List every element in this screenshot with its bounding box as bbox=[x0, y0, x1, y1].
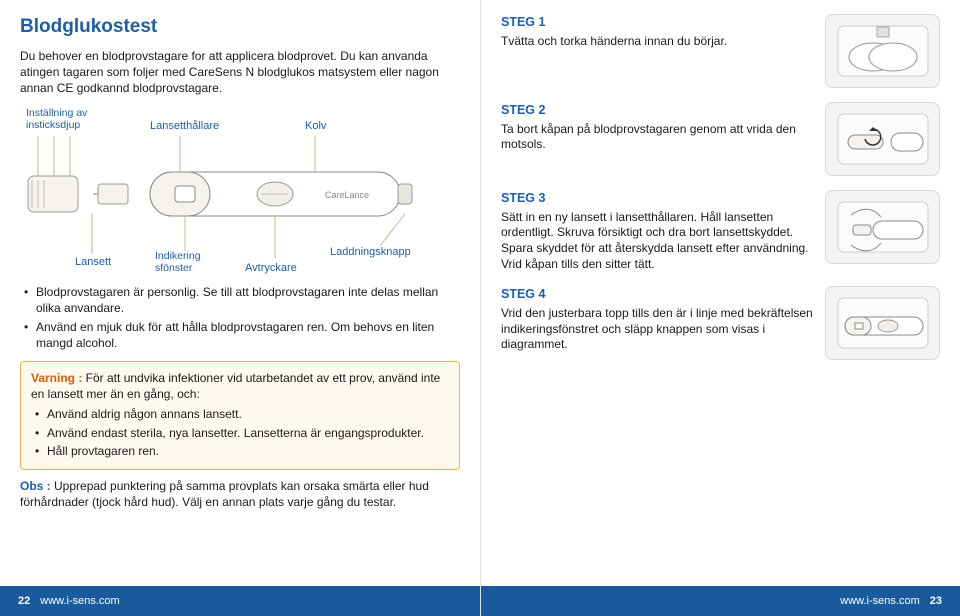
list-item: Använd aldrig någon annans lansett. bbox=[35, 406, 449, 422]
warning-box: Varning : För att undvika infektioner vi… bbox=[20, 361, 460, 470]
step-head: STEG 2 bbox=[501, 102, 815, 119]
obs-lead: Obs : bbox=[20, 479, 51, 493]
page-title: Blodglukostest bbox=[20, 14, 460, 40]
device-brand: CareLance bbox=[325, 190, 369, 200]
list-item: Blodprovstagaren är personlig. Se till a… bbox=[24, 284, 460, 316]
list-item: Använd en mjuk duk för att hålla blodpro… bbox=[24, 319, 460, 351]
warning-text: Varning : För att undvika infektioner vi… bbox=[31, 370, 449, 402]
right-page: STEG 1 Tvätta och torka händerna innan d… bbox=[481, 0, 960, 616]
obs-text: Obs : Upprepad punktering på samma provp… bbox=[20, 478, 460, 510]
insert-lancet-icon bbox=[833, 197, 933, 257]
hands-washing-icon bbox=[833, 21, 933, 81]
step-body: Vrid den justerbara topp tills den är i … bbox=[501, 306, 815, 353]
step-1: STEG 1 Tvätta och torka händerna innan d… bbox=[501, 14, 940, 88]
list-item: Håll provtagaren ren. bbox=[35, 443, 449, 459]
step-head: STEG 1 bbox=[501, 14, 815, 31]
label-laddningsknapp: Laddningsknapp bbox=[330, 246, 411, 258]
step-3-image bbox=[825, 190, 940, 264]
page-spread: Blodglukostest Du behover en blodprovsta… bbox=[0, 0, 960, 616]
adjust-depth-icon bbox=[833, 293, 933, 353]
page-number: 23 bbox=[930, 594, 942, 609]
step-body: Ta bort kåpan på blodprovstagaren genom … bbox=[501, 122, 815, 153]
step-2: STEG 2 Ta bort kåpan på blodprovstagaren… bbox=[501, 102, 940, 176]
left-content: Blodglukostest Du behover en blodprovsta… bbox=[20, 14, 460, 606]
footer-left: 22 www.i-sens.com bbox=[0, 586, 480, 616]
footer-url: www.i-sens.com bbox=[840, 594, 919, 609]
label-lansetthallare: Lansetthållare bbox=[150, 120, 219, 132]
label-kolv: Kolv bbox=[305, 120, 326, 132]
warning-body: För att undvika infektioner vid utarbeta… bbox=[31, 371, 440, 401]
step-body: Tvätta och torka händerna innan du börja… bbox=[501, 34, 815, 50]
label-lansett: Lansett bbox=[75, 256, 111, 268]
remove-cap-icon bbox=[833, 109, 933, 169]
step-4: STEG 4 Vrid den justerbara topp tills de… bbox=[501, 286, 940, 360]
step-3: STEG 3 Sätt in en ny lansett i lansetthå… bbox=[501, 190, 940, 272]
bullet-list: Blodprovstagaren är personlig. Se till a… bbox=[20, 284, 460, 351]
step-1-image bbox=[825, 14, 940, 88]
step-2-image bbox=[825, 102, 940, 176]
device-diagram: Inställning av insticksdjup Lansetthålla… bbox=[20, 106, 460, 276]
label-avtryckare: Avtryckare bbox=[245, 262, 297, 274]
warning-list: Använd aldrig någon annans lansett. Anvä… bbox=[31, 406, 449, 459]
page-number: 22 bbox=[18, 594, 30, 609]
list-item: Använd endast sterila, nya lansetter. La… bbox=[35, 425, 449, 441]
label-indikering: Indikering sfönster bbox=[155, 251, 201, 274]
footer-url: www.i-sens.com bbox=[40, 594, 119, 609]
right-content: STEG 1 Tvätta och torka händerna innan d… bbox=[501, 14, 940, 606]
step-head: STEG 3 bbox=[501, 190, 815, 207]
warning-lead: Varning : bbox=[31, 371, 82, 385]
step-4-image bbox=[825, 286, 940, 360]
footer-right: www.i-sens.com 23 bbox=[481, 586, 960, 616]
step-head: STEG 4 bbox=[501, 286, 815, 303]
intro-text: Du behover en blodprovstagare for att ap… bbox=[20, 48, 460, 97]
obs-body: Upprepad punktering på samma provplats k… bbox=[20, 479, 429, 509]
left-page: Blodglukostest Du behover en blodprovsta… bbox=[0, 0, 481, 616]
label-insticksdjup: Inställning av insticksdjup bbox=[26, 108, 87, 131]
step-body: Sätt in en ny lansett i lansetthållaren.… bbox=[501, 210, 815, 272]
